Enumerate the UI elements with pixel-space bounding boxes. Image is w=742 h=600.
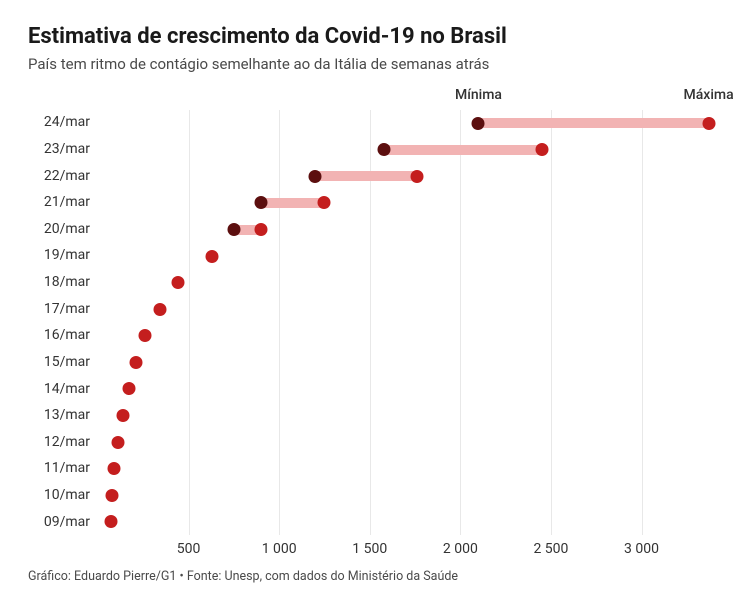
y-axis: 24/mar 23/mar 22/mar 21/mar 20/mar 19/mar 18/m…	[28, 109, 98, 535]
y-tick-label: 12/mar	[28, 435, 90, 449]
y-tick-label: 14/mar	[28, 382, 90, 396]
max-dot	[255, 223, 268, 236]
x-axis: 500 1 000 1 500 2 000 2 500 3 000	[98, 535, 714, 563]
max-dot	[410, 170, 423, 183]
chart-title: Estimativa de crescimento da Covid-19 no…	[28, 24, 714, 49]
x-tick-label: 2 000	[443, 541, 478, 557]
grid-line	[551, 110, 552, 535]
single-dot	[153, 303, 166, 316]
chart-area: MínimaMáxima 24/mar 23/mar 22/mar 21/mar 20/…	[28, 87, 714, 563]
grid-line	[642, 110, 643, 535]
x-tick-label: 2 500	[533, 541, 568, 557]
single-dot	[206, 250, 219, 263]
max-dot	[318, 196, 331, 209]
x-tick-label: 3 000	[624, 541, 659, 557]
single-dot	[108, 462, 121, 475]
plot-inner	[98, 109, 714, 535]
y-tick-label: 09/mar	[28, 515, 90, 529]
y-tick-label: 11/mar	[28, 461, 90, 475]
x-tick-label: 1 000	[262, 541, 297, 557]
single-dot	[130, 356, 143, 369]
grid-line	[460, 110, 461, 535]
single-dot	[117, 409, 130, 422]
legend-row: MínimaMáxima	[98, 87, 714, 109]
range-bar	[315, 171, 416, 181]
single-dot	[106, 489, 119, 502]
single-dot	[171, 276, 184, 289]
range-bar	[261, 198, 324, 208]
min-dot	[227, 223, 240, 236]
y-tick-label: 16/mar	[28, 328, 90, 342]
y-tick-label: 15/mar	[28, 355, 90, 369]
y-tick-label: 24/mar	[28, 115, 90, 129]
single-dot	[104, 515, 117, 528]
y-tick-label: 13/mar	[28, 408, 90, 422]
y-tick-label: 20/mar	[28, 222, 90, 236]
grid-line	[279, 110, 280, 535]
single-dot	[139, 329, 152, 342]
range-bar	[384, 145, 542, 155]
plot: 24/mar 23/mar 22/mar 21/mar 20/mar 19/mar 18/m…	[28, 109, 714, 535]
y-tick-label: 22/mar	[28, 169, 90, 183]
y-tick-label: 23/mar	[28, 142, 90, 156]
max-dot	[535, 143, 548, 156]
y-tick-label: 19/mar	[28, 248, 90, 262]
min-dot	[309, 170, 322, 183]
grid-line	[189, 110, 190, 535]
y-tick-label: 18/mar	[28, 275, 90, 289]
legend-max-label: Máxima	[683, 87, 733, 103]
min-dot	[255, 196, 268, 209]
x-tick-label: 1 500	[352, 541, 387, 557]
y-tick-label: 10/mar	[28, 488, 90, 502]
legend-min-label: Mínima	[455, 87, 502, 103]
range-bar	[478, 118, 708, 128]
y-tick-label: 17/mar	[28, 302, 90, 316]
chart-container: Estimativa de crescimento da Covid-19 no…	[0, 0, 742, 600]
single-dot	[111, 436, 124, 449]
chart-footer: Gráfico: Eduardo Pierre/G1 • Fonte: Unes…	[28, 569, 714, 584]
min-dot	[378, 143, 391, 156]
max-dot	[702, 117, 715, 130]
y-tick-label: 21/mar	[28, 195, 90, 209]
x-tick-label: 500	[177, 541, 201, 557]
chart-subtitle: País tem ritmo de contágio semelhante ao…	[28, 55, 714, 73]
min-dot	[472, 117, 485, 130]
single-dot	[122, 382, 135, 395]
